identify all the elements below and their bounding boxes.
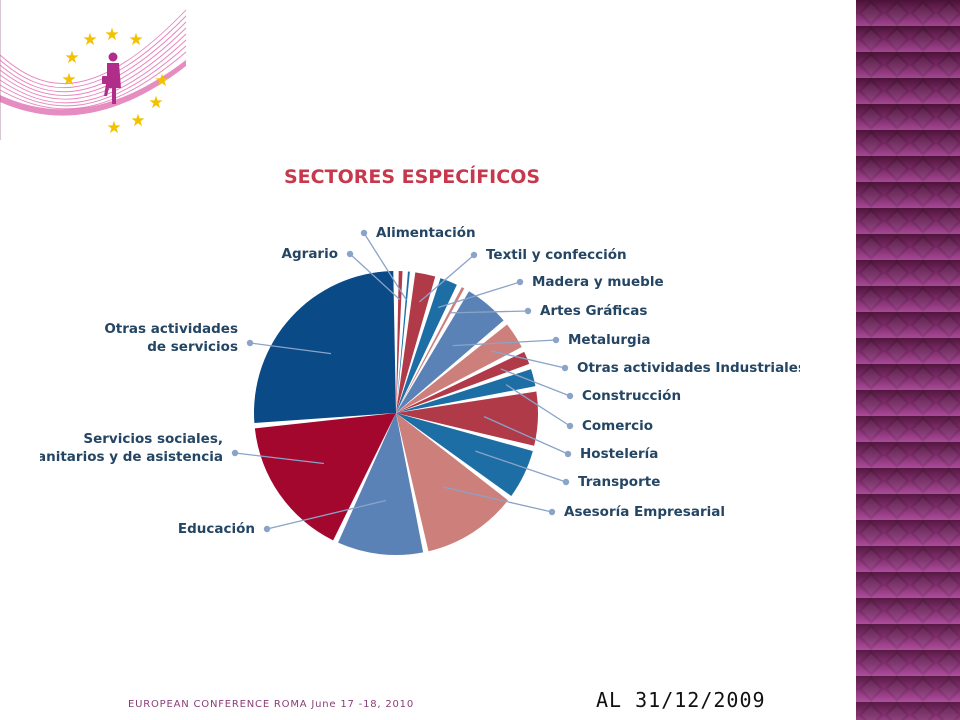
slice-label-agrario: Agrario bbox=[282, 246, 338, 262]
svg-text:★: ★ bbox=[148, 93, 163, 113]
leader-line-agrario bbox=[349, 253, 401, 300]
leader-line-madera-y-mueble bbox=[438, 281, 521, 309]
leader-line-otras-actividades-industriales bbox=[491, 350, 566, 369]
svg-text:★: ★ bbox=[61, 70, 76, 90]
leader-dot-otras-actividades-industriales bbox=[561, 364, 569, 372]
svg-text:★: ★ bbox=[106, 118, 121, 138]
pie-slice-agrario bbox=[396, 271, 403, 413]
svg-text:★: ★ bbox=[64, 48, 79, 68]
pie-slice-artes-graficas bbox=[396, 287, 465, 413]
pie-slice-madera-y-mueble bbox=[396, 278, 457, 413]
leader-line-hosteleria bbox=[483, 415, 569, 455]
slice-label-otras-actividades-industriales: Otras actividades Industriales bbox=[577, 360, 800, 376]
leader-line-transporte bbox=[475, 450, 567, 483]
leader-dot-madera-y-mueble bbox=[516, 278, 524, 286]
slice-label-alimentacion: Alimentación bbox=[376, 225, 476, 241]
slice-label-hosteleria: Hostelería bbox=[580, 446, 658, 462]
date-caption: AL 31/12/2009 bbox=[596, 688, 766, 712]
pie-slice-asesoria-empresarial bbox=[396, 413, 508, 552]
pie-chart: SECTORES ESPECÍFICOS Agrario Alimentación… bbox=[40, 165, 800, 555]
leader-dot-asesoria-empresarial bbox=[548, 508, 556, 516]
svg-text:★: ★ bbox=[130, 111, 145, 131]
logo-swoosh bbox=[0, 9, 187, 110]
leader-dot-educacion bbox=[263, 525, 271, 533]
leader-dot-otras-actividades-de-servicios bbox=[246, 339, 254, 347]
leader-dot-construccion bbox=[566, 392, 574, 400]
leader-line-comercio bbox=[505, 384, 571, 427]
pie-slices bbox=[253, 271, 539, 555]
slice-label-metalurgia: Metalurgia bbox=[568, 332, 650, 348]
pie-slice-educacion bbox=[338, 413, 424, 555]
pie-slice-otras-actividades-industriales bbox=[396, 324, 522, 413]
pie-slice-alimentacion bbox=[396, 271, 410, 413]
pie-slice-servicios-sociales-sanitarios-y-de-asistencia bbox=[254, 413, 396, 541]
eu-stars-woman-logo: ★ ★ ★ ★ ★ ★ ★ ★ ★ bbox=[0, 9, 187, 138]
slice-labels: Agrario Alimentación Textil y confección Ma… bbox=[40, 225, 800, 537]
leader-line-metalurgia bbox=[452, 339, 557, 347]
slice-label-servicios-sociales-sanitarios-y-de-asistencia: Servicios sociales, sanitarios y de asist… bbox=[40, 431, 223, 465]
pie-slice-otras-actividades-de-servicios bbox=[253, 271, 396, 423]
leader-line-educacion bbox=[266, 499, 387, 530]
pie-slice-metalurgia bbox=[396, 291, 504, 413]
slice-label-educacion: Educación bbox=[178, 521, 255, 537]
chart-title: SECTORES ESPECÍFICOS bbox=[284, 165, 540, 188]
leader-dot-hosteleria bbox=[564, 450, 572, 458]
woman-silhouette-icon bbox=[102, 52, 121, 104]
leader-line-otras-actividades-de-servicios bbox=[249, 342, 332, 355]
leader-dot-agrario bbox=[346, 250, 354, 258]
side-band-pattern bbox=[856, 0, 960, 720]
pie-slice-hosteleria bbox=[396, 391, 539, 446]
logo-ribbon bbox=[0, 60, 186, 116]
slice-label-artes-graficas: Artes Gráficas bbox=[540, 303, 647, 319]
leader-dot-servicios-sociales-sanitarios-y-de-asistencia bbox=[231, 449, 239, 457]
svg-text:★: ★ bbox=[128, 30, 143, 50]
eu-stars-icon: ★ ★ ★ ★ ★ ★ ★ ★ ★ bbox=[61, 25, 169, 138]
slice-label-construccion: Construcción bbox=[582, 388, 681, 404]
slice-label-comercio: Comercio bbox=[582, 418, 653, 434]
svg-text:★: ★ bbox=[104, 25, 119, 45]
pie-slice-construccion bbox=[396, 351, 530, 413]
leader-line-artes-graficas bbox=[449, 310, 529, 314]
leader-dot-textil-y-confeccion bbox=[470, 251, 478, 259]
leader-dot-alimentacion bbox=[360, 229, 368, 237]
slice-label-transporte: Transporte bbox=[578, 474, 660, 490]
leader-line-construccion bbox=[500, 368, 571, 397]
slice-label-asesoria-empresarial: Asesoría Empresarial bbox=[564, 504, 725, 520]
leader-dot-comercio bbox=[566, 422, 574, 430]
leader-line-textil-y-confeccion bbox=[419, 254, 475, 303]
slice-label-madera-y-mueble: Madera y mueble bbox=[532, 274, 664, 290]
svg-text:★: ★ bbox=[154, 71, 169, 91]
leader-dot-metalurgia bbox=[552, 336, 560, 344]
leader-dot-transporte bbox=[562, 478, 570, 486]
pie-slice-textil-y-confeccion bbox=[396, 272, 436, 413]
leader-dot-artes-graficas bbox=[524, 307, 532, 315]
slice-label-otras-actividades-de-servicios: Otras actividades de servicios bbox=[104, 321, 238, 355]
pie-slice-comercio bbox=[396, 369, 536, 413]
leader-lines bbox=[231, 229, 574, 533]
leader-line-servicios-sociales-sanitarios-y-de-asistencia bbox=[234, 452, 324, 465]
pie-slice-transporte bbox=[396, 413, 533, 496]
leader-line-alimentacion bbox=[363, 232, 407, 301]
conference-footer: EUROPEAN CONFERENCE ROMA June 17 -18, 20… bbox=[128, 699, 415, 710]
slice-label-textil-y-confeccion: Textil y confección bbox=[486, 247, 627, 263]
svg-text:★: ★ bbox=[82, 30, 97, 50]
leader-line-asesoria-empresarial bbox=[443, 486, 553, 513]
